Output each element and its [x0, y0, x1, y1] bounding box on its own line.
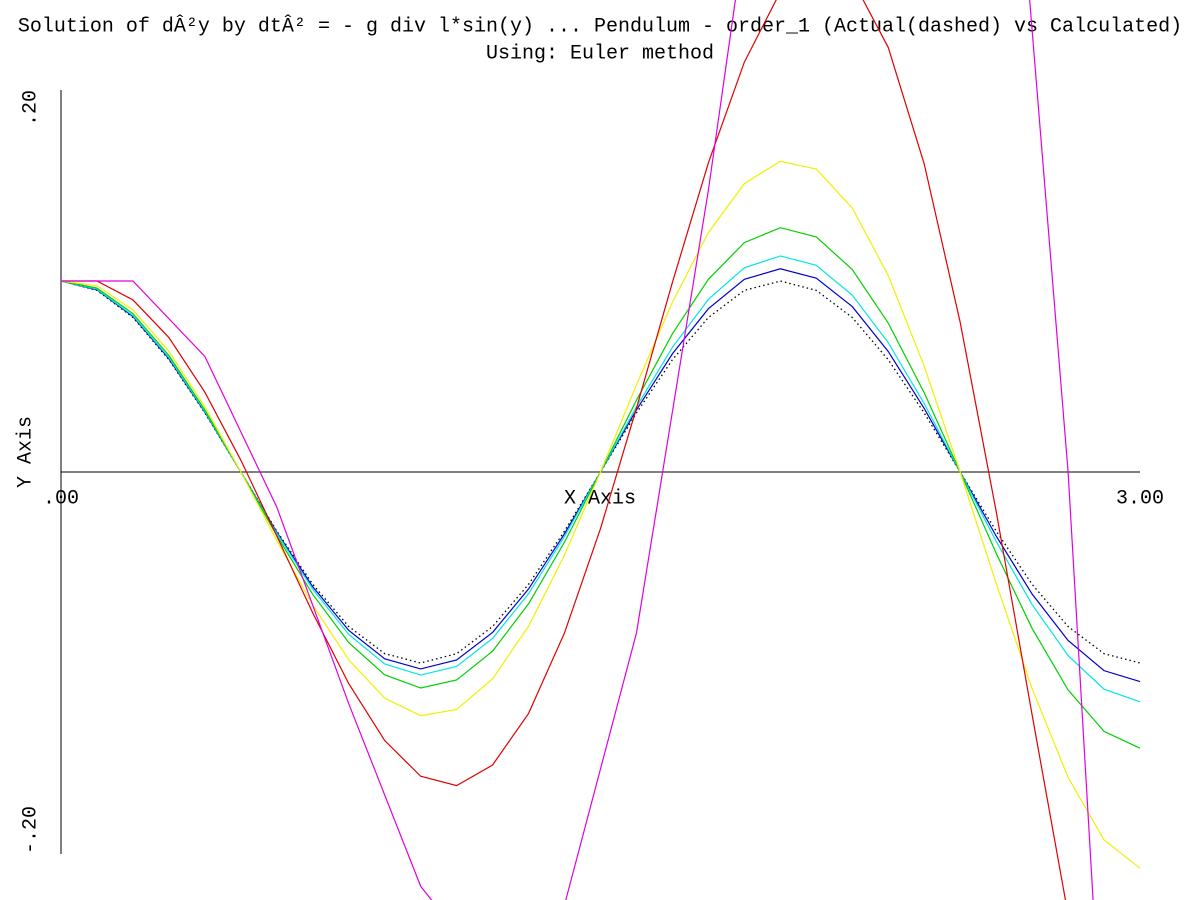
series-line — [61, 0, 1067, 900]
chart-title: Solution of dÂ²y by dtÂ² = - g div l*sin… — [18, 14, 1182, 38]
y-tick-label: -.20 — [19, 806, 42, 854]
x-axis-label: X Axis — [564, 487, 636, 510]
y-axis-label: Y Axis — [14, 416, 37, 488]
y-tick-label: .20 — [19, 90, 42, 126]
x-tick-label: 3.00 — [1116, 487, 1164, 510]
x-tick-label: .00 — [43, 487, 79, 510]
series-line — [60, 160, 1141, 869]
series-line — [61, 0, 1094, 900]
chart-subtitle: Using: Euler method — [486, 42, 714, 65]
